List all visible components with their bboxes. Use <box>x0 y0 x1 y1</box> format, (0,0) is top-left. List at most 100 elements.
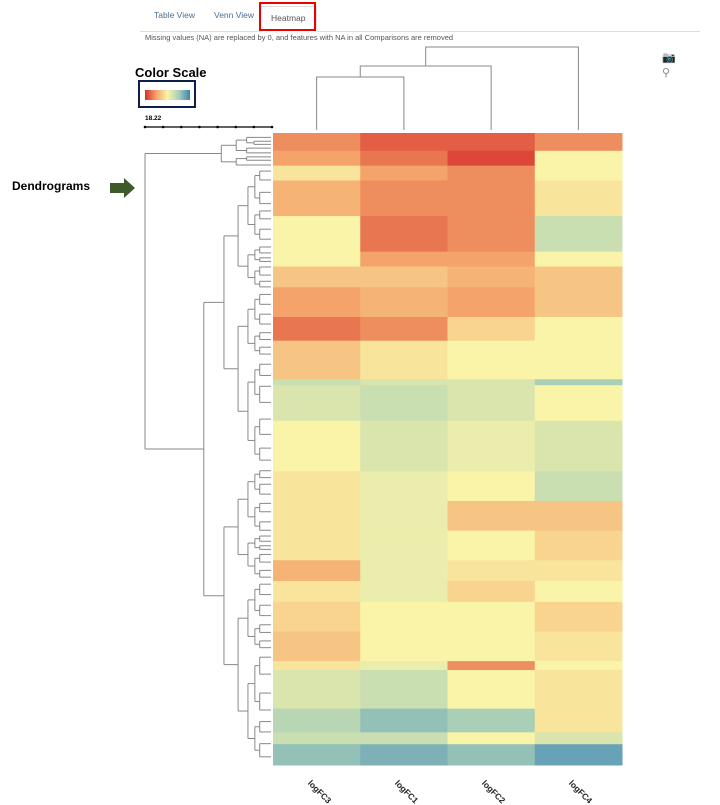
heatmap-cell <box>360 471 448 502</box>
heatmap-cell <box>534 316 623 342</box>
pin-icon[interactable]: ⚲ <box>662 67 671 79</box>
scale-bar-tick <box>198 125 201 129</box>
heatmap-cell <box>447 340 536 380</box>
heatmap-cell <box>360 670 448 710</box>
scale-bar-tick <box>161 125 165 129</box>
dendrograms-annotation: Dendrograms <box>12 179 91 193</box>
scale-bar-tick <box>234 125 238 129</box>
scale-bar-tick <box>252 125 256 129</box>
heatmap-cell <box>360 180 448 217</box>
heatmap-cell <box>360 631 448 662</box>
scale-bar-tick <box>179 125 183 129</box>
heatmap-cell <box>534 500 623 532</box>
heatmap-cell <box>273 180 361 217</box>
heatmap-cell <box>534 150 623 167</box>
heatmap-cell <box>447 500 536 532</box>
heatmap-cell <box>447 631 536 662</box>
heatmap-cell <box>534 581 623 603</box>
heatmap-cell <box>447 180 536 217</box>
heatmap-cell <box>447 216 536 253</box>
heatmap-cell <box>273 471 361 502</box>
heatmap-cell <box>447 165 536 181</box>
heatmap-cell <box>534 471 623 502</box>
heatmap-cell <box>273 379 361 386</box>
column-dendrogram-branch <box>316 76 405 130</box>
heatmap-cell <box>447 661 536 671</box>
heatmap-cell <box>534 560 623 582</box>
heatmap-cell <box>273 732 361 745</box>
camera-icon[interactable]: 📷 <box>662 52 676 64</box>
heatmap-cell <box>447 266 536 288</box>
heatmap-cell <box>447 385 536 422</box>
heatmap-cell <box>447 150 536 167</box>
heatmap-cell <box>360 316 448 342</box>
heatmap-cell <box>360 165 448 181</box>
heatmap-cell <box>534 379 623 386</box>
heatmap-cell <box>273 287 361 318</box>
heatmap-cell <box>273 133 361 152</box>
tab-venn-view[interactable]: Venn View <box>214 10 255 20</box>
heatmap-cell <box>534 266 623 288</box>
heatmap-cell <box>273 500 361 532</box>
heatmap-cell <box>360 251 448 268</box>
column-dendrogram-branch <box>425 46 579 130</box>
heatmap-cell <box>534 744 623 766</box>
heatmap-cell <box>360 744 448 766</box>
heatmap-cell <box>534 661 623 671</box>
heatmap-cell <box>534 340 623 380</box>
heatmap-cell <box>534 385 623 422</box>
heatmap-cell <box>447 732 536 745</box>
heatmap-cell <box>534 251 623 268</box>
heatmap-cell <box>447 316 536 342</box>
heatmap-cell <box>447 601 536 632</box>
heatmap-cell <box>447 133 536 152</box>
heatmap-cell <box>534 287 623 318</box>
heatmap-cell <box>360 266 448 288</box>
heatmap-cell <box>534 601 623 632</box>
heatmap-cell <box>360 732 448 745</box>
heatmap-cell <box>273 340 361 380</box>
heatmap-cell <box>360 150 448 167</box>
heatmap-cell <box>534 165 623 181</box>
heatmap-cell <box>273 670 361 710</box>
heatmap-cell <box>447 471 536 502</box>
heatmap-cell <box>360 530 448 561</box>
heatmap-cell <box>447 420 536 472</box>
heatmap-cell <box>360 216 448 253</box>
heatmap-cell <box>360 340 448 380</box>
heatmap-cell <box>534 670 623 710</box>
heatmap-cell <box>447 379 536 386</box>
heatmap-cell <box>534 530 623 561</box>
scale-bar-tick <box>270 125 274 129</box>
heatmap-cell <box>273 150 361 167</box>
heatmap-cell <box>273 385 361 422</box>
heatmap-cell <box>447 560 536 582</box>
heatmap-cell <box>447 744 536 766</box>
heatmap-cell <box>360 661 448 671</box>
heatmap-cell <box>447 708 536 733</box>
heatmap-cell <box>360 601 448 632</box>
tab-table-view[interactable]: Table View <box>154 10 195 20</box>
heatmap-cell <box>360 379 448 386</box>
heatmap-cell <box>447 251 536 268</box>
heatmap-cell <box>534 216 623 253</box>
heatmap-cell <box>447 581 536 603</box>
heatmap-cell <box>534 708 623 733</box>
missing-values-note: Missing values (NA) are replaced by 0, a… <box>145 33 454 42</box>
heatmap-cell <box>360 287 448 318</box>
color-scale-highlight-box <box>138 80 196 108</box>
arrow-right-icon <box>110 178 135 198</box>
heatmap-tab-highlight <box>259 2 316 31</box>
heatmap-cell <box>534 133 623 152</box>
heatmap-cell <box>447 670 536 710</box>
column-dendrogram-branch <box>359 65 492 130</box>
heatmap-cell <box>273 420 361 472</box>
heatmap-cell <box>534 180 623 217</box>
heatmap-cell <box>273 251 361 268</box>
color-scale-gradient <box>145 90 190 100</box>
color-scale-annotation: Color Scale <box>135 65 207 80</box>
heatmap-cell <box>447 287 536 318</box>
heatmap-cell <box>273 216 361 253</box>
heatmap-cell <box>534 631 623 662</box>
